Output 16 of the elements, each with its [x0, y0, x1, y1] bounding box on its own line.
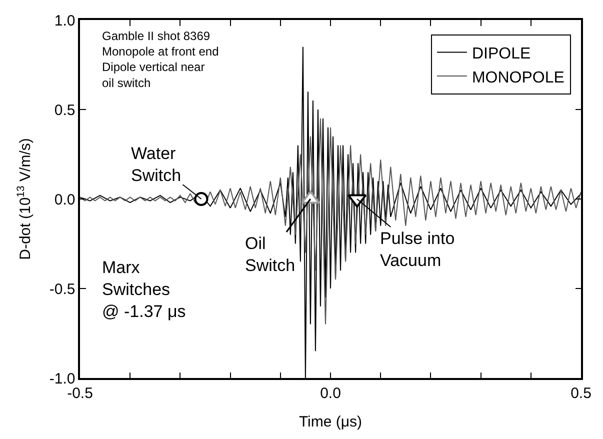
legend-label: MONOPOLE	[472, 69, 564, 86]
y-tick-label: 0.0	[54, 191, 76, 208]
x-tick-label: -0.5	[67, 384, 93, 402]
y-tick-label: -1.0	[49, 370, 76, 388]
y-tick-label: -0.5	[49, 280, 76, 298]
x-tick-label: 0.0	[320, 384, 341, 402]
annotation: Oil Switch	[245, 234, 296, 276]
x-axis-title: Time (μs)	[298, 413, 362, 430]
y-tick-label: 0.5	[54, 102, 76, 119]
annotation: Pulse into Vacuum	[380, 229, 455, 270]
annotation: Water Switch	[131, 144, 182, 186]
legend-label: DIPOLE	[472, 45, 531, 62]
annotation: Gamble II shot 8369 Monopole at front end Dipole vertical near oil switch	[102, 29, 219, 90]
y-tick-label: 1.0	[54, 12, 76, 30]
x-tick-label: 0.5	[570, 384, 592, 402]
annotation: Marx Switches @ -1.37 μs	[102, 258, 186, 322]
